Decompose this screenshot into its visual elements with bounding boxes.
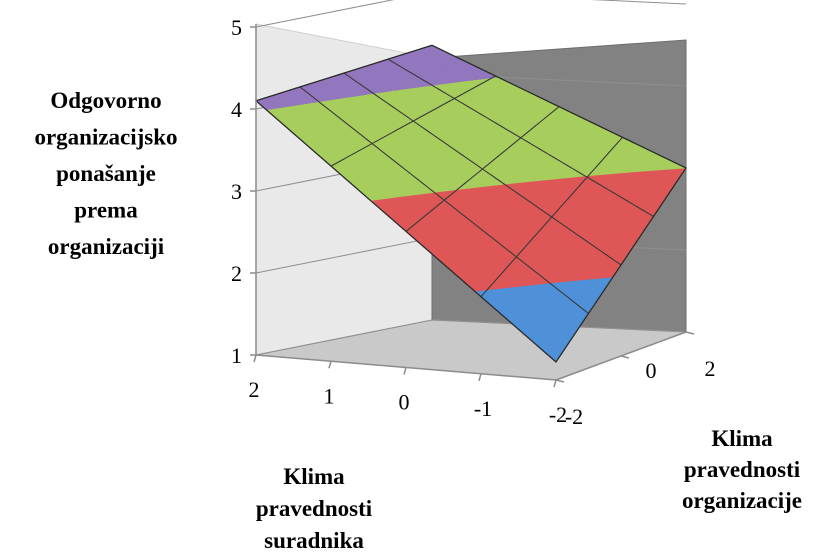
x-tick-label: 0: [399, 390, 410, 415]
axis-label-line: organizacijsko: [34, 125, 177, 150]
x-tick-label: 2: [249, 377, 260, 402]
x-tick-mark: [328, 361, 332, 369]
x-tick-mark: [253, 354, 257, 363]
z-tick-mark: [685, 331, 695, 335]
y-tick-label: 5: [231, 15, 242, 40]
x-axis-label: Klima pravednosti suradnika: [256, 464, 373, 553]
surface-patch: [393, 87, 403, 91]
z-tick-label: 0: [646, 358, 657, 383]
z-axis-label: Klima pravednosti organizacije: [682, 426, 802, 513]
z-tick-labels: -2 0 2: [555, 331, 716, 429]
y-tick-label: 4: [231, 97, 242, 122]
z-tick-label: 2: [705, 356, 716, 381]
y-tick-label: 2: [231, 261, 242, 286]
surface-plot: [254, 44, 688, 363]
z-tick-label: -2: [565, 404, 583, 429]
z-tick-mark: [555, 379, 565, 383]
surface-mesh-line: [343, 72, 622, 266]
z-tick-mark: [620, 355, 630, 359]
x-tick-mark: [478, 373, 482, 381]
axis-label-line: Klima: [711, 426, 773, 451]
axis-label-line: pravednosti: [256, 496, 373, 521]
y-tick-label: 3: [231, 179, 242, 204]
y-tick-labels: 1 2 3 4 5: [231, 15, 256, 368]
axis-label-line: pravednosti: [684, 457, 801, 482]
axis-label-line: organizaciji: [48, 234, 165, 259]
axis-label-line: Odgovorno: [50, 88, 161, 113]
axis-label-line: prema: [74, 198, 138, 223]
x-tick-labels: 2 1 0 -1 -2: [249, 354, 567, 427]
surface-outline: [254, 44, 687, 363]
axis-label-line: organizacije: [682, 488, 802, 513]
axis-label-line: Klima: [283, 464, 345, 489]
x-tick-label: -2: [549, 402, 567, 427]
wall-gridline: [255, 0, 687, 28]
x-tick-label: 1: [324, 383, 335, 408]
y-axis-label: Odgovorno organizacijsko ponašanje prema org…: [34, 88, 177, 259]
x-tick-label: -1: [474, 396, 492, 421]
surface-patch: [528, 174, 545, 182]
wall-gridline: [255, 319, 687, 356]
surface-mesh-line: [480, 136, 623, 298]
x-tick-mark: [553, 379, 557, 388]
surface-patch: [553, 262, 592, 283]
x-tick-mark: [403, 367, 407, 375]
surface-mesh-line: [387, 58, 654, 217]
axis-label-line: suradnika: [264, 528, 364, 553]
axis-label-line: ponašanje: [56, 161, 156, 186]
y-tick-label: 1: [231, 343, 242, 368]
